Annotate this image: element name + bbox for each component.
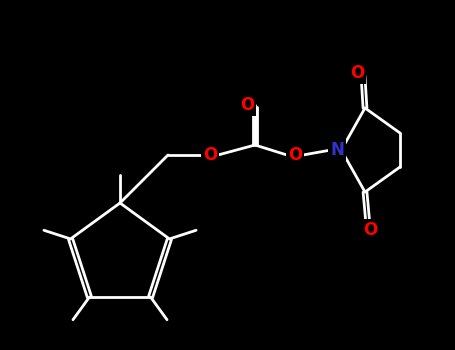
Text: O: O (363, 221, 377, 239)
Text: O: O (288, 146, 302, 164)
Text: N: N (330, 141, 344, 159)
Text: O: O (350, 64, 364, 82)
Text: O: O (203, 146, 217, 164)
Text: O: O (240, 96, 254, 114)
